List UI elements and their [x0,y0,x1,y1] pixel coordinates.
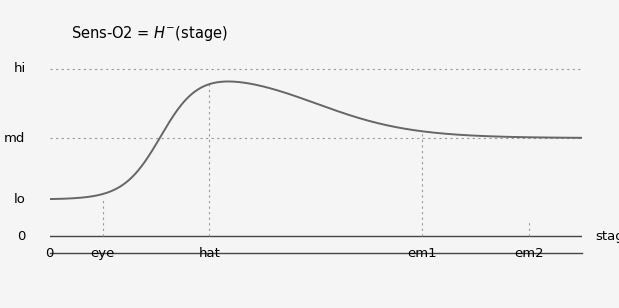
Text: md: md [4,132,25,144]
Text: lo: lo [14,193,25,206]
Text: 0: 0 [17,230,25,243]
Text: eye: eye [90,247,115,261]
Text: hat: hat [198,247,220,261]
Text: em2: em2 [514,247,543,261]
Text: hi: hi [14,62,25,75]
Text: stage: stage [595,230,619,243]
Text: 0: 0 [45,247,54,261]
Text: em1: em1 [407,247,437,261]
Text: Sens-O2 = $\mathit{H}^{\mathsf{-}}$(stage): Sens-O2 = $\mathit{H}^{\mathsf{-}}$(stag… [71,24,228,43]
